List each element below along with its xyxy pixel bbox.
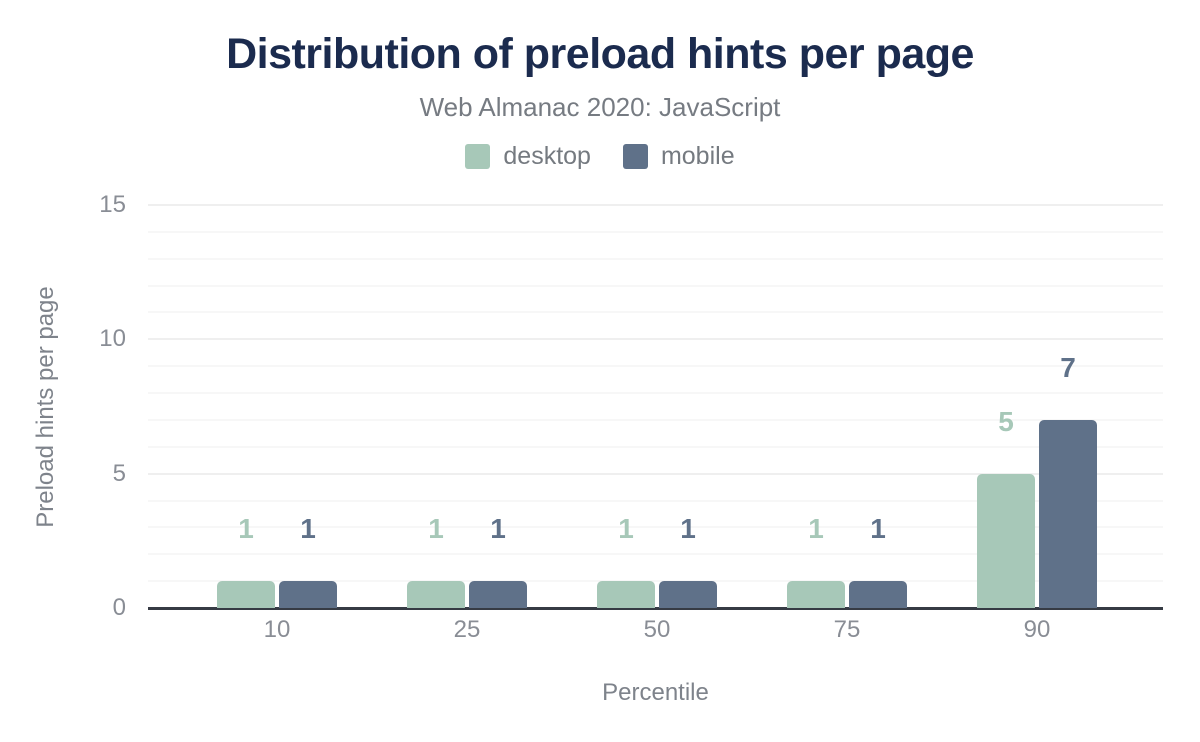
y-axis-title: Preload hints per page xyxy=(32,285,59,528)
gridline-minor xyxy=(148,284,1163,287)
gridline-minor xyxy=(148,445,1163,448)
chart-subtitle: Web Almanac 2020: JavaScript xyxy=(419,92,781,122)
gridline-minor xyxy=(148,526,1163,529)
bar-desktop xyxy=(597,581,655,608)
legend-item-desktop: desktop xyxy=(465,142,591,171)
x-tick-label: 90 xyxy=(1023,616,1051,643)
bar-desktop xyxy=(407,581,465,608)
legend-item-mobile: mobile xyxy=(622,142,735,171)
bar-mobile xyxy=(1039,419,1097,608)
x-tick-label: 10 xyxy=(263,616,291,643)
chart-legend: desktop mobile xyxy=(0,142,1200,171)
bar-value-desktop: 1 xyxy=(808,513,824,545)
gridline-minor xyxy=(148,418,1163,421)
bar-mobile xyxy=(659,581,717,608)
bar-mobile xyxy=(279,581,337,608)
bar-desktop xyxy=(977,473,1035,608)
gridline-minor xyxy=(148,365,1163,368)
x-tick-label: 25 xyxy=(453,616,481,643)
y-tick-label: 0 xyxy=(112,594,126,621)
y-tick-label: 5 xyxy=(112,459,126,487)
gridline-minor xyxy=(148,392,1163,395)
gridline-major xyxy=(148,204,1163,206)
gridline-minor xyxy=(148,257,1163,260)
x-tick-label: 50 xyxy=(643,616,671,643)
bar-desktop xyxy=(217,581,275,608)
bar-mobile xyxy=(849,581,907,608)
bar-value-mobile: 1 xyxy=(300,513,316,545)
gridline-minor xyxy=(148,230,1163,233)
bar-mobile xyxy=(469,581,527,608)
gridline-major xyxy=(148,472,1163,475)
legend-label-desktop: desktop xyxy=(503,142,591,170)
y-tick-label: 10 xyxy=(99,325,126,353)
chart-title: Distribution of preload hints per page xyxy=(226,30,974,78)
bar-value-mobile: 1 xyxy=(680,513,696,545)
x-axis-line xyxy=(148,607,1163,610)
legend-swatch-desktop xyxy=(465,144,491,169)
x-tick-label: 75 xyxy=(833,616,861,643)
bar-value-desktop: 5 xyxy=(998,405,1014,437)
bar-value-mobile: 1 xyxy=(490,513,506,545)
legend-label-mobile: mobile xyxy=(660,142,735,170)
bar-value-desktop: 1 xyxy=(618,513,634,545)
gridline-major xyxy=(148,338,1163,341)
bar-value-mobile: 7 xyxy=(1060,351,1076,383)
gridline-minor xyxy=(148,580,1163,583)
x-axis-title: Percentile xyxy=(602,679,709,706)
y-tick-label: 15 xyxy=(99,191,126,218)
bar-desktop xyxy=(787,581,845,608)
bar-value-mobile: 1 xyxy=(870,513,886,545)
legend-swatch-mobile xyxy=(622,144,648,169)
gridline-minor xyxy=(148,499,1163,502)
gridline-minor xyxy=(148,553,1163,556)
bar-value-desktop: 1 xyxy=(238,513,254,545)
gridline-minor xyxy=(148,311,1163,314)
bar-value-desktop: 1 xyxy=(428,513,444,545)
